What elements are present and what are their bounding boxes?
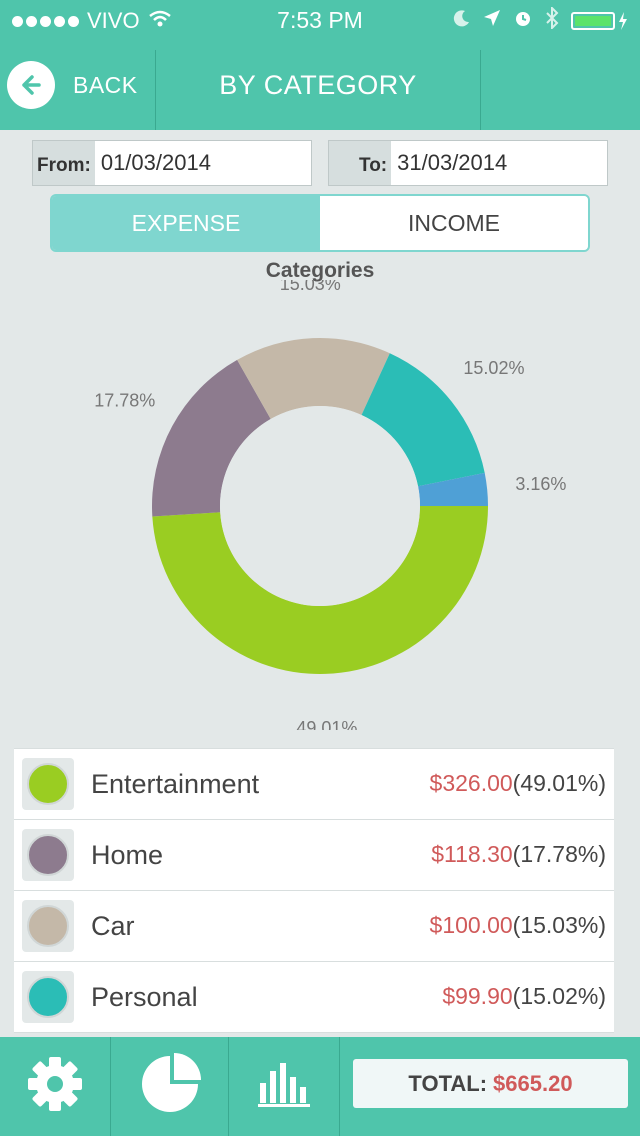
slice-percent-label: 3.16% — [515, 474, 566, 494]
alarm-icon — [513, 8, 533, 34]
total-value: $665.20 — [493, 1070, 573, 1096]
bar-chart-tab[interactable] — [229, 1037, 339, 1136]
moon-icon — [453, 9, 471, 33]
bottom-tab-bar: TOTAL: $665.20 — [0, 1037, 640, 1136]
category-amount: $118.30(17.78%) — [431, 820, 606, 890]
category-amount: $326.00(49.01%) — [430, 749, 606, 819]
bar-chart-icon — [258, 1061, 310, 1112]
signal-strength-icon — [12, 15, 79, 27]
expense-tab[interactable]: EXPENSE — [52, 196, 320, 250]
slice-percent-label: 17.78% — [94, 390, 155, 410]
navigation-bar: BACK BY CATEGORY — [0, 40, 640, 130]
battery-icon — [571, 12, 628, 30]
category-swatch — [27, 905, 69, 947]
category-amount: $100.00(15.03%) — [430, 891, 606, 961]
category-money: $100.00 — [429, 912, 513, 938]
category-name: Car — [91, 911, 135, 941]
category-swatch — [27, 834, 69, 876]
donut-hole — [220, 406, 420, 606]
from-date-field[interactable]: From: 01/03/2014 — [32, 140, 312, 186]
category-color-icon — [22, 900, 74, 952]
nav-divider — [480, 50, 481, 130]
to-date-value: 31/03/2014 — [397, 150, 508, 175]
category-row[interactable]: Personal $99.90(15.02%) — [14, 962, 614, 1033]
category-swatch — [27, 763, 69, 805]
expense-income-toggle: EXPENSE INCOME — [50, 194, 590, 252]
bluetooth-icon — [545, 5, 559, 35]
total-label: TOTAL: — [408, 1070, 488, 1096]
category-money: $99.90 — [442, 983, 513, 1009]
category-row[interactable]: Car $100.00(15.03%) — [14, 891, 614, 962]
category-percent: (15.03%) — [512, 912, 606, 938]
to-date-label: To: — [329, 141, 392, 185]
category-row[interactable]: Entertainment $326.00(49.01%) — [14, 749, 614, 820]
slice-percent-label: 49.01% — [296, 718, 357, 730]
category-name: Home — [91, 840, 164, 870]
category-row[interactable]: Home $118.30(17.78%) — [14, 820, 614, 891]
category-percent: (15.02%) — [512, 983, 606, 1009]
donut-slice — [237, 338, 390, 420]
category-percent: (49.01%) — [512, 770, 606, 796]
pie-chart-icon — [139, 1053, 201, 1120]
category-color-icon — [22, 829, 74, 881]
donut-slice — [418, 472, 489, 506]
carrier-name: VIVO — [87, 8, 140, 33]
category-color-icon — [22, 758, 74, 810]
slice-percent-label: 15.02% — [463, 358, 524, 378]
category-name: Entertainment — [91, 769, 260, 799]
category-color-icon — [22, 971, 74, 1023]
back-label: BACK — [73, 71, 138, 98]
gear-icon — [26, 1055, 84, 1118]
income-tab[interactable]: INCOME — [320, 196, 588, 250]
status-bar: VIVO 7:53 PM — [0, 0, 640, 40]
category-amount: $99.90(15.02%) — [442, 962, 606, 1032]
slice-percent-label: 15.03% — [280, 280, 341, 294]
nav-divider — [155, 50, 156, 130]
from-date-label: From: — [33, 141, 95, 185]
category-list: Entertainment $326.00(49.01%) Home $118.30(… — [14, 748, 614, 1033]
from-date-value: 01/03/2014 — [100, 150, 211, 175]
donut-slice — [361, 353, 485, 487]
donut-slice — [152, 506, 488, 675]
chart-title: Categories — [265, 259, 375, 282]
total-summary: TOTAL: $665.20 — [353, 1059, 628, 1108]
settings-tab[interactable] — [0, 1037, 110, 1136]
category-money: $118.30 — [431, 841, 513, 867]
category-donut-chart: 49.01% 17.78% 15.03% 15.02% 3.16% — [94, 280, 566, 730]
to-date-field[interactable]: To: 31/03/2014 — [328, 140, 608, 186]
back-button[interactable]: BACK — [0, 40, 155, 130]
donut-slice — [152, 359, 271, 517]
pie-chart-tab[interactable] — [111, 1037, 228, 1136]
location-icon — [483, 9, 501, 33]
back-arrow-icon — [7, 61, 55, 109]
category-percent: (17.78%) — [512, 841, 606, 867]
status-time: 7:53 PM — [277, 7, 363, 33]
page-title: BY CATEGORY — [219, 70, 417, 100]
wifi-icon — [148, 8, 172, 34]
category-name: Personal — [91, 982, 198, 1012]
category-money: $326.00 — [429, 770, 513, 796]
category-swatch — [27, 976, 69, 1018]
